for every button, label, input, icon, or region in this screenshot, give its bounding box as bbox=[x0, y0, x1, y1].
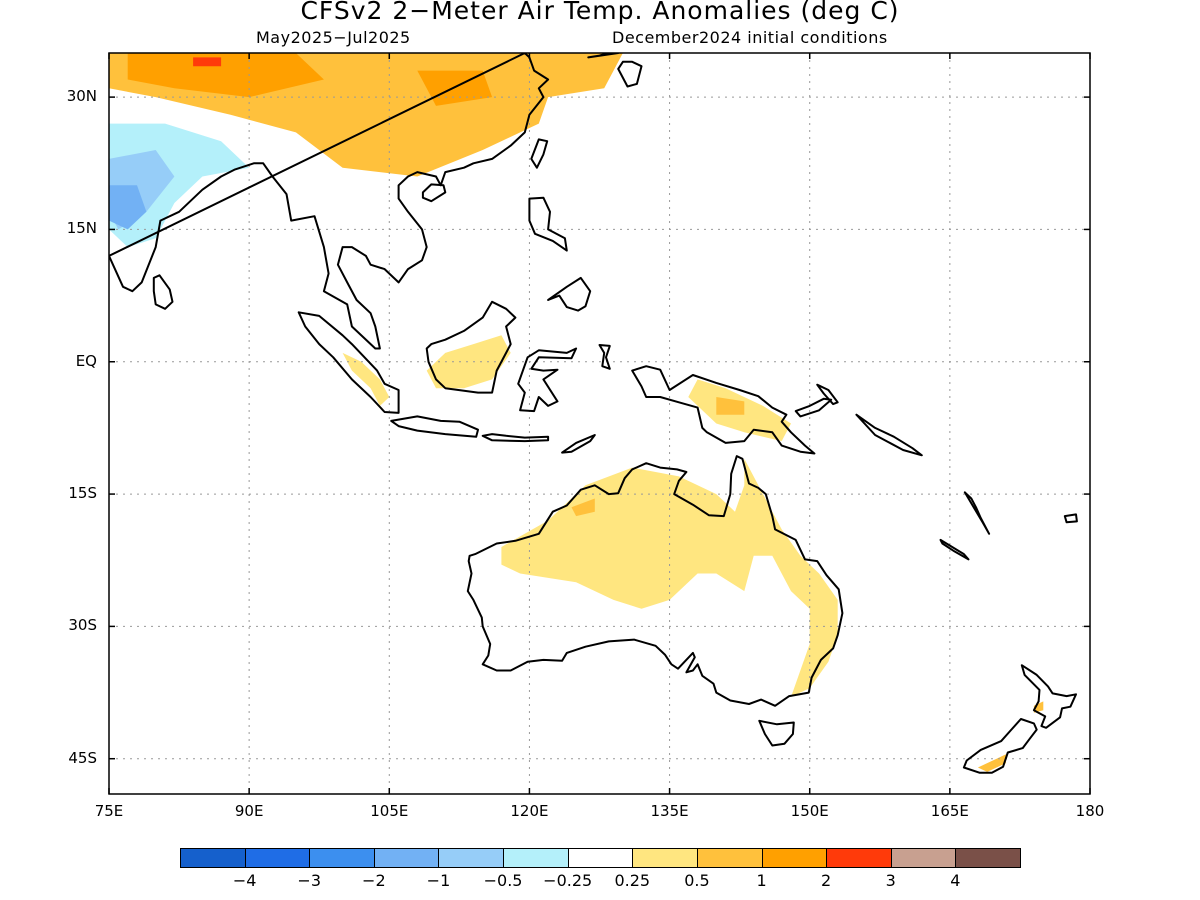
colorbar-swatch bbox=[632, 848, 698, 868]
lon-tick-label: 120E bbox=[510, 802, 549, 820]
coastline-new-britain bbox=[794, 397, 833, 418]
colorbar-swatch bbox=[244, 848, 311, 868]
anomaly-region-borneo-warm bbox=[426, 335, 511, 389]
colorbar-swatch bbox=[373, 848, 440, 868]
colorbar-swatch bbox=[180, 848, 246, 868]
colorbar-swatch bbox=[890, 848, 957, 868]
lat-tick-label: EQ bbox=[75, 351, 97, 370]
colorbar-swatch bbox=[955, 848, 1021, 868]
coastline-japan-kyushu bbox=[617, 60, 643, 88]
anomaly-region-new-guinea-core bbox=[716, 397, 745, 415]
colorbar-label: −1 bbox=[426, 871, 451, 890]
colorbar-swatch bbox=[696, 848, 763, 868]
coastline-java bbox=[390, 415, 479, 438]
colorbar-swatch bbox=[567, 848, 634, 868]
colorbar-label: −2 bbox=[362, 871, 386, 890]
anomaly-region-north-island-nz bbox=[1033, 701, 1044, 713]
lat-tick-label: 30N bbox=[66, 87, 97, 106]
lon-tick-label: 150E bbox=[790, 802, 829, 820]
lon-tick-label: 105E bbox=[370, 802, 409, 820]
coastline-new-guinea bbox=[631, 365, 816, 455]
lon-tick-label: 135E bbox=[650, 802, 689, 820]
coastline-lesser-sunda bbox=[481, 433, 550, 443]
coastline-fiji bbox=[1063, 513, 1078, 524]
colorbar-swatch bbox=[826, 848, 892, 868]
coastline-vanuatu bbox=[963, 491, 991, 535]
coastline-nz-south-island bbox=[962, 718, 1038, 774]
lat-tick-label: 45S bbox=[68, 748, 97, 767]
lat-tick-label: 30S bbox=[68, 616, 97, 635]
coastline-taiwan bbox=[530, 138, 549, 169]
coastline-borneo bbox=[425, 300, 517, 394]
lat-lon-grid bbox=[109, 53, 1090, 794]
colorbar-label: −3 bbox=[297, 871, 322, 890]
axis-ticks bbox=[108, 53, 1091, 794]
colorbar-label: 0.25 bbox=[614, 871, 651, 890]
coastline-new-ireland bbox=[816, 383, 839, 406]
lat-tick-label: 15N bbox=[66, 219, 97, 238]
anomaly-region-south-island-nz bbox=[977, 754, 1006, 772]
colorbar-label: −4 bbox=[232, 871, 257, 890]
coastline-new-caledonia bbox=[939, 538, 970, 561]
season-subtitle: May2025−Jul2025 bbox=[256, 28, 411, 47]
colorbar-label: 3 bbox=[885, 871, 896, 890]
anomaly-region-sumatra-warm bbox=[342, 352, 390, 406]
coastline-korea-south bbox=[587, 53, 620, 59]
lon-tick-label: 165E bbox=[930, 802, 969, 820]
coastline-india bbox=[109, 53, 550, 350]
colorbar-swatch bbox=[761, 848, 828, 868]
anomaly-region-tibet-hot-core bbox=[127, 53, 324, 98]
coastline-solomons bbox=[855, 413, 923, 457]
plot-frame bbox=[108, 52, 1091, 795]
lon-tick-label: 180 bbox=[1075, 802, 1105, 820]
colorbar-label: 1 bbox=[756, 871, 767, 890]
colorbar-label: −0.25 bbox=[543, 871, 593, 890]
chart-title: CFSv2 2−Meter Air Temp. Anomalies (deg C… bbox=[300, 0, 900, 25]
lon-tick-label: 75E bbox=[94, 802, 124, 820]
coastline-timor bbox=[561, 434, 596, 454]
coastline-hainan bbox=[421, 183, 447, 203]
anomaly-region-tibet-max bbox=[193, 57, 222, 67]
coastline-tasmania bbox=[758, 719, 795, 747]
anomaly-region-australia-warm bbox=[501, 458, 838, 697]
coastline-mindanao bbox=[547, 276, 592, 312]
colorbar-swatch bbox=[309, 848, 375, 868]
anomaly-region-india-cool-core bbox=[109, 185, 147, 230]
coastline-halmahera bbox=[598, 344, 611, 370]
coastline-sulawesi bbox=[517, 347, 578, 413]
colorbar-swatch bbox=[503, 848, 569, 868]
colorbar-label: 0.5 bbox=[684, 871, 710, 890]
anomaly-region-kimberley-warm-core bbox=[571, 498, 595, 517]
colorbar-swatch bbox=[438, 848, 505, 868]
coastline-nz-north-island bbox=[1020, 664, 1077, 729]
coastlines bbox=[109, 53, 1078, 774]
lat-tick-label: 15S bbox=[68, 484, 97, 503]
anomaly-shading bbox=[109, 53, 1044, 772]
coastline-luzon bbox=[528, 196, 568, 252]
lon-tick-label: 90E bbox=[234, 802, 264, 820]
initial-conditions-subtitle: December2024 initial conditions bbox=[612, 28, 888, 47]
colorbar-label: 2 bbox=[821, 871, 832, 890]
colorbar-label: 4 bbox=[950, 871, 961, 890]
coastline-sumatra bbox=[297, 311, 400, 414]
coastline-australia bbox=[466, 455, 844, 707]
coastline-sri-lanka bbox=[152, 274, 174, 310]
colorbar-label: −0.5 bbox=[483, 871, 523, 890]
